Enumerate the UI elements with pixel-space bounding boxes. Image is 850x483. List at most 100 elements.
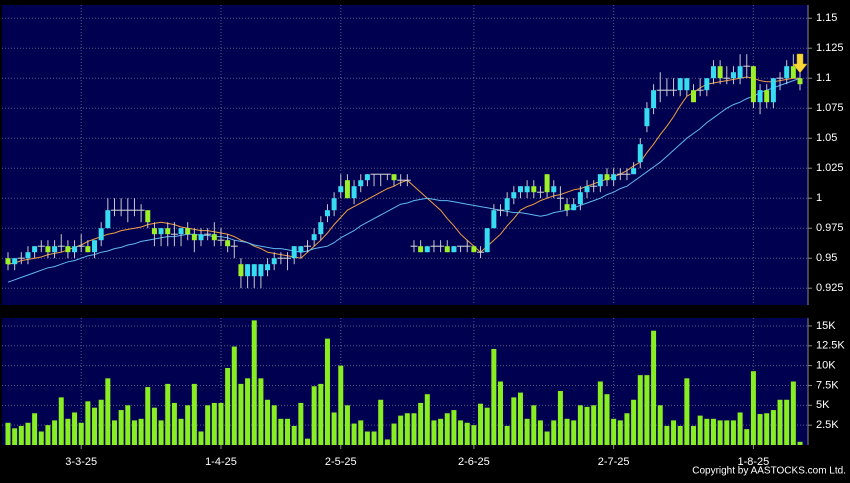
volume-bar — [58, 397, 64, 445]
candle-body — [238, 264, 244, 277]
volume-bar — [165, 383, 171, 445]
volume-bar — [537, 420, 543, 445]
volume-bar — [391, 423, 397, 445]
y-tick-label: 1.025 — [816, 162, 844, 174]
volume-bar — [158, 420, 164, 445]
y-tick-label: 0.95 — [816, 252, 837, 264]
volume-bar — [431, 420, 437, 445]
volume-bar — [664, 425, 670, 445]
candle-body — [25, 252, 31, 259]
candle-body — [251, 264, 257, 277]
volume-bar — [697, 415, 703, 445]
candle-body — [258, 264, 264, 277]
volume-bar — [637, 375, 643, 445]
candle-body — [85, 246, 91, 253]
copyright: Copyright by AASTOCKS.com Ltd. — [692, 466, 846, 477]
volume-bar — [404, 413, 410, 445]
candle-body — [211, 234, 217, 241]
volume-bar — [657, 405, 663, 445]
y-tick-label: 1.075 — [816, 102, 844, 114]
candle-body — [491, 210, 497, 229]
x-tick-label: 2-7-25 — [598, 456, 630, 468]
volume-bar — [311, 386, 317, 445]
candle-body — [52, 246, 58, 253]
candle-body — [717, 66, 723, 79]
volume-bar — [304, 438, 310, 445]
volume-bar — [551, 420, 557, 445]
candle-body — [225, 240, 231, 247]
volume-bar — [231, 346, 237, 445]
y-tick-label: 1.15 — [816, 12, 837, 24]
volume-bar — [12, 428, 18, 445]
volume-bar — [651, 330, 657, 445]
candle-body — [684, 78, 690, 91]
candle-body — [704, 78, 710, 91]
volume-bar — [451, 410, 457, 445]
candle-body — [644, 108, 650, 127]
candle-body — [750, 66, 756, 103]
candle-body — [710, 66, 716, 79]
volume-bar — [458, 420, 464, 445]
candle-body — [65, 246, 71, 253]
volume-bar — [491, 348, 497, 445]
candle-body — [577, 192, 583, 205]
candle-body — [191, 234, 197, 241]
candle-body — [584, 186, 590, 193]
volume-bar — [265, 399, 271, 445]
volume-bar — [604, 394, 610, 445]
volume-bar — [378, 399, 384, 445]
candle-body — [165, 228, 171, 235]
candle-body — [92, 240, 98, 253]
volume-bar — [584, 406, 590, 445]
volume-bar — [331, 412, 337, 445]
y-tick-label: 0.975 — [816, 222, 844, 234]
volume-bar — [245, 378, 251, 445]
volume-bar — [564, 418, 570, 445]
y-tick-label: 10K — [816, 360, 836, 372]
candle-body — [311, 234, 317, 241]
volume-bar — [45, 425, 51, 445]
candle-body — [764, 90, 770, 103]
candle-body — [364, 174, 370, 181]
volume-bar — [198, 431, 204, 445]
x-tick-label: 2-5-25 — [325, 456, 357, 468]
candle-body — [291, 246, 297, 259]
volume-bar — [671, 420, 677, 445]
candle-body — [451, 246, 457, 253]
volume-bar — [790, 381, 796, 445]
candle-body — [245, 264, 251, 277]
volume-bar — [118, 410, 124, 445]
volume-bar — [384, 439, 390, 445]
candle-body — [511, 192, 517, 199]
candle-body — [504, 198, 510, 211]
volume-bar — [5, 422, 11, 445]
y-tick-label: 15K — [816, 320, 836, 332]
volume-bar — [571, 420, 577, 445]
candle-body — [637, 144, 643, 163]
volume-bar — [131, 420, 137, 445]
volume-bar — [770, 410, 776, 445]
volume-bar — [278, 418, 284, 445]
candle-body — [471, 246, 477, 253]
volume-bar — [111, 420, 117, 445]
volume-bar — [344, 405, 350, 445]
volume-bar — [531, 405, 537, 445]
candle-body — [424, 246, 430, 253]
volume-bar — [498, 381, 504, 445]
volume-bar — [478, 403, 484, 445]
volume-bar — [125, 405, 131, 445]
volume-bar — [557, 391, 563, 445]
volume-bar — [764, 413, 770, 445]
volume-bar — [710, 418, 716, 445]
candle-body — [198, 234, 204, 241]
volume-bar — [18, 425, 24, 445]
candle-body — [351, 186, 357, 199]
volume-bar — [218, 402, 224, 445]
x-tick-label: 2-6-25 — [458, 456, 490, 468]
volume-bar — [171, 402, 177, 445]
volume-bar — [358, 420, 364, 445]
volume-bar — [151, 407, 157, 445]
volume-bar — [65, 418, 71, 445]
volume-bar — [32, 413, 38, 445]
